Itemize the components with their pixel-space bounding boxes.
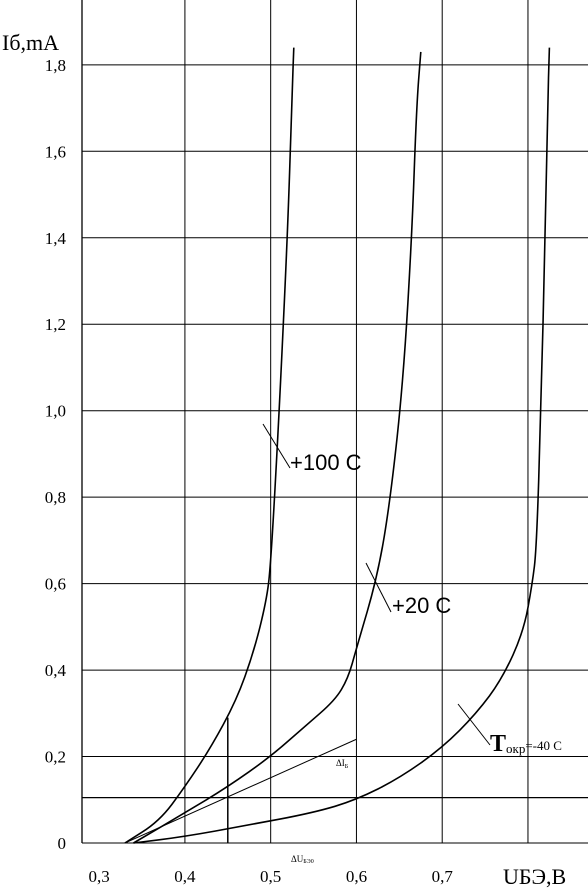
x-axis-label: UБЭ,B bbox=[503, 864, 566, 889]
x-tick-label: 0,7 bbox=[432, 867, 454, 886]
curve-label-minus40-sub: окр bbox=[506, 741, 525, 756]
curve-label-100: +100 C bbox=[290, 450, 362, 475]
curve-label-minus40-rest: =-40 C bbox=[525, 738, 562, 753]
curve-minus40 bbox=[133, 47, 551, 844]
y-tick-label: 1,4 bbox=[45, 229, 67, 248]
x-tick-labels: 0,3 0,4 0,5 0,6 0,7 bbox=[89, 867, 454, 886]
delta-u-sub: БЭ0 bbox=[303, 859, 313, 865]
curve-label-20: +20 C bbox=[392, 593, 451, 618]
curve-label-minus40: Tокр=-40 C bbox=[490, 731, 562, 757]
y-tick-label: 0,2 bbox=[45, 748, 66, 767]
curve-plus20 bbox=[133, 51, 422, 844]
grid-vertical-lines bbox=[81, 0, 529, 843]
label-leader bbox=[262, 423, 291, 469]
curve-label-minus40-t: T bbox=[490, 731, 506, 757]
y-tick-label: 1,8 bbox=[45, 56, 66, 75]
x-tick-label: 0,4 bbox=[174, 867, 196, 886]
label-leader bbox=[457, 703, 491, 746]
label-leader-lines bbox=[262, 423, 491, 746]
y-tick-label: 0,8 bbox=[45, 488, 66, 507]
delta-ib-sub: Б bbox=[345, 764, 349, 770]
x-tick-label: 0,5 bbox=[260, 867, 281, 886]
x-tick-label: 0,6 bbox=[346, 867, 367, 886]
y-tick-labels: 0 0,2 0,4 0,6 0,8 1,0 1,2 1,4 1,6 1,8 bbox=[45, 56, 67, 853]
grid-horizontal-lines bbox=[82, 64, 588, 844]
y-tick-label: 0,4 bbox=[45, 661, 67, 680]
delta-u-main: ΔU bbox=[291, 854, 304, 864]
y-tick-label: 1,6 bbox=[45, 142, 66, 161]
y-tick-label: 1,2 bbox=[45, 315, 66, 334]
series-curves bbox=[124, 47, 551, 844]
reference-lines bbox=[82, 717, 588, 844]
curve-plus100 bbox=[124, 47, 295, 844]
delta-u-label: ΔUБЭ0 bbox=[291, 854, 314, 865]
y-tick-label: 1,0 bbox=[45, 402, 66, 421]
y-tick-label: 0,6 bbox=[45, 575, 66, 594]
delta-ib-main: ΔI bbox=[336, 758, 345, 768]
y-axis-label: Iб,mA bbox=[2, 30, 59, 55]
x-tick-label: 0,3 bbox=[89, 867, 110, 886]
y-tick-label: 0 bbox=[58, 834, 67, 853]
label-leader bbox=[365, 562, 392, 613]
delta-ib-label: ΔIБ bbox=[336, 758, 349, 770]
